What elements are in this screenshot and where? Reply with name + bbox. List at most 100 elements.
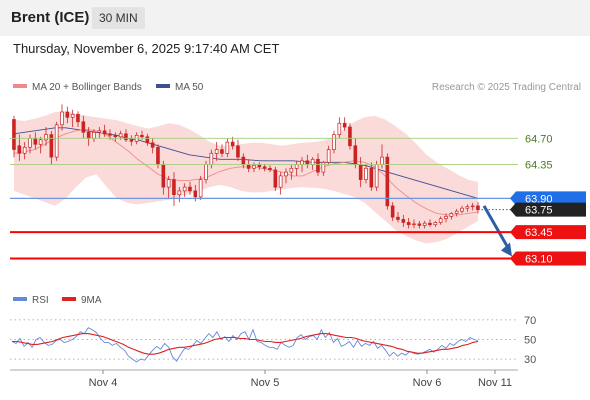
ma50-legend-swatch: [156, 84, 170, 88]
candle-body: [465, 206, 470, 209]
candle-body: [129, 139, 134, 142]
level-label-64.70: 64.70: [525, 133, 553, 145]
candle-body: [305, 160, 310, 165]
candle-body: [172, 179, 176, 195]
candle-body: [220, 149, 224, 154]
candle-body: [396, 216, 400, 220]
candle-body: [470, 205, 475, 208]
candle-body: [182, 186, 187, 192]
candle-body: [28, 137, 32, 148]
candle-body: [476, 205, 480, 211]
candle-body: [102, 130, 107, 135]
candle-body: [268, 167, 272, 171]
ma20-line: [13, 128, 479, 216]
candle-body: [412, 223, 416, 226]
candle-body: [390, 205, 395, 218]
candle-body: [321, 161, 326, 173]
rsi-tick-30: 30: [524, 354, 536, 366]
candle-body: [326, 149, 331, 163]
candle-body: [161, 164, 166, 188]
candle-body: [364, 167, 368, 180]
x-tick-label: Nov 4: [89, 377, 118, 389]
ma50-line: [13, 127, 479, 199]
candle-body: [460, 207, 464, 212]
candle-body: [337, 122, 342, 135]
candle-body: [358, 164, 363, 180]
candle-body: [289, 167, 294, 173]
candle-body: [273, 169, 278, 188]
candle-body: [145, 136, 150, 144]
candle-body: [108, 133, 112, 136]
candle-body: [97, 130, 102, 133]
ma50-legend-label: MA 50: [175, 82, 204, 93]
x-tick-label: Nov 6: [413, 377, 442, 389]
candle-body: [422, 222, 427, 226]
candle-body: [17, 145, 22, 154]
candle-body: [65, 111, 70, 118]
candle-body: [444, 216, 448, 220]
candle-body: [428, 222, 432, 226]
candle-body: [374, 164, 379, 188]
instrument-title: Brent (ICE): [11, 9, 90, 26]
rsi-tick-50: 50: [524, 335, 536, 347]
timeframe-badge[interactable]: 30 MIN: [92, 7, 145, 29]
candle-body: [385, 156, 390, 207]
price-panel: [12, 104, 512, 257]
level-label-64.35: 64.35: [525, 160, 553, 172]
candle-body: [252, 164, 256, 169]
candle-body: [193, 190, 198, 198]
rsi-panel: 70 50 30: [10, 315, 536, 366]
candle-body: [140, 134, 144, 138]
candle-body: [438, 218, 443, 223]
candle-body: [156, 146, 160, 165]
candle-body: [150, 142, 155, 148]
candle-body: [300, 160, 304, 165]
rsi-legend-label: RSI: [32, 295, 49, 306]
projection-arrow-shaft: [482, 205, 511, 251]
candle-body: [214, 149, 219, 154]
candle-body: [380, 156, 384, 165]
candle-body: [454, 210, 459, 214]
candle-body: [44, 134, 48, 141]
candle-body: [316, 158, 320, 173]
bollinger-legend-label: MA 20 + Bollinger Bands: [32, 82, 142, 93]
candle-body: [188, 186, 192, 192]
candle-body: [257, 164, 262, 168]
level-label-63.45: 63.45: [525, 227, 553, 239]
level-badge-63.10: [510, 251, 586, 266]
candle-body: [241, 156, 246, 165]
bollinger-legend-swatch: [13, 84, 27, 88]
candle-body: [284, 171, 288, 177]
candle-body: [401, 219, 406, 223]
candle-body: [294, 164, 299, 169]
level-badge-63.75: [510, 202, 586, 217]
projection-arrow-head: [501, 242, 512, 257]
ma9-line: [12, 333, 479, 355]
candle-body: [204, 164, 208, 180]
level-label-63.75: 63.75: [525, 205, 553, 217]
candle-body: [198, 179, 203, 198]
candle-body: [33, 137, 38, 145]
candle-body: [177, 190, 182, 196]
candle-body: [54, 124, 59, 158]
candle-body: [433, 222, 438, 226]
candle-body: [86, 131, 91, 139]
candle-body: [225, 141, 230, 154]
rsi-legend-swatch: [13, 297, 27, 301]
candle-body: [12, 119, 16, 150]
candle-body: [342, 122, 347, 128]
candle-body: [406, 222, 411, 226]
level-label-63.90: 63.90: [525, 193, 553, 205]
rsi-line: [11, 327, 479, 363]
candle-body: [70, 113, 75, 118]
candle-body: [81, 121, 86, 133]
time-axis: Nov 4 Nov 5 Nov 6 Nov 11: [10, 369, 518, 389]
bollinger-band: [14, 111, 478, 244]
rsi-tick-70: 70: [524, 315, 536, 327]
candle-body: [38, 139, 43, 145]
candle-body: [417, 223, 422, 226]
candle-body: [449, 213, 454, 217]
candle-body: [209, 152, 214, 165]
